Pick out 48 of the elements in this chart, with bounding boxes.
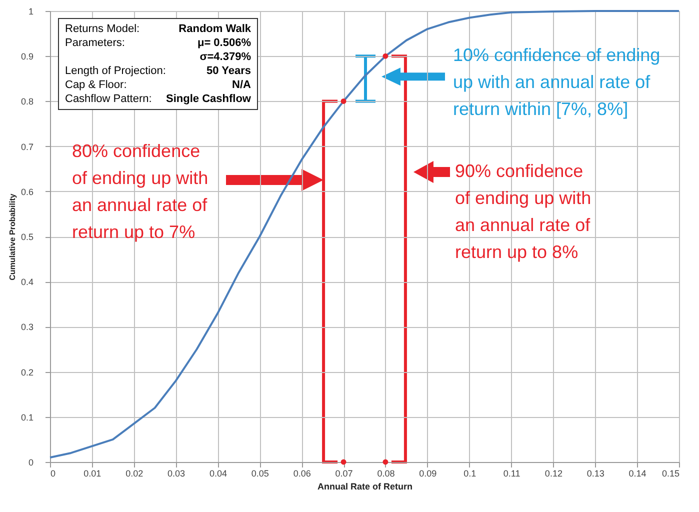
annotation: N/A bbox=[231, 78, 251, 92]
point bbox=[340, 459, 346, 465]
x-tick-label: 0.11 bbox=[503, 468, 520, 478]
y-tick-label: 0.1 bbox=[20, 412, 34, 422]
annotation: 90% confidence of ending up with an annual rate of return up to 8% bbox=[455, 160, 592, 264]
y-tick-label: 0.2 bbox=[20, 367, 34, 378]
x-tick-label: 0.03 bbox=[168, 468, 186, 478]
x-tick-label: 0.06 bbox=[293, 468, 311, 478]
line-series bbox=[49, 10, 680, 458]
x-tick-label: 0.12 bbox=[544, 468, 562, 478]
annotation: Cashflow Pattern: bbox=[65, 92, 153, 106]
x-tick-label: 0 bbox=[50, 468, 56, 478]
x-tick-label: 0.01 bbox=[84, 468, 102, 478]
annotation: μ= 0.506% bbox=[196, 36, 251, 50]
y-tick-label: 0.8 bbox=[20, 96, 34, 107]
y-tick-label: 0.3 bbox=[20, 322, 34, 332]
x-tick-label: 0.08 bbox=[377, 468, 395, 478]
x-tick-label: 0.14 bbox=[628, 468, 646, 478]
y-tick-label: 0.5 bbox=[20, 232, 34, 242]
y-tick-label: 0.9 bbox=[20, 52, 34, 62]
annotation: Single Cashflow bbox=[166, 92, 251, 106]
point bbox=[382, 53, 388, 59]
y-axis-title: Cumulative Probability bbox=[8, 193, 17, 280]
annotation: Random Walk bbox=[178, 22, 251, 36]
annotation: 50 Years bbox=[206, 64, 251, 78]
x-tick-label: 0.13 bbox=[586, 468, 604, 478]
annotation: 10% confidence of ending up with an annual rate of return within [7%, 8%] bbox=[453, 44, 662, 121]
y-tick-label: 0 bbox=[28, 458, 34, 468]
x-tick-label: 0.15 bbox=[662, 468, 680, 478]
x-tick-label: 0.07 bbox=[335, 468, 353, 478]
point bbox=[382, 459, 388, 465]
annotation: Parameters: bbox=[65, 36, 126, 50]
y-tick-label: 1 bbox=[28, 6, 34, 16]
annotation: Returns Model: bbox=[65, 22, 141, 36]
annotation: 80% confidence of ending up with an annual rate of return up to 7% bbox=[72, 140, 210, 244]
annotation: Length of Projection: bbox=[65, 64, 166, 78]
x-tick-label: 0.09 bbox=[419, 468, 437, 478]
annotation: σ=4.379% bbox=[198, 50, 251, 64]
point bbox=[340, 98, 346, 104]
x-tick-label: 0.05 bbox=[251, 468, 269, 478]
x-tick-label: 0.02 bbox=[126, 468, 144, 478]
y-tick-label: 0.6 bbox=[20, 186, 34, 197]
x-tick-label: 0.04 bbox=[209, 468, 227, 478]
annotation: Cap & Floor: bbox=[65, 78, 128, 92]
y-tick-label: 0.7 bbox=[20, 142, 34, 152]
x-tick-label: 0.1 bbox=[464, 468, 476, 478]
x-axis-title: Annual Rate of Return bbox=[317, 482, 413, 492]
y-tick-label: 0.4 bbox=[20, 277, 34, 288]
